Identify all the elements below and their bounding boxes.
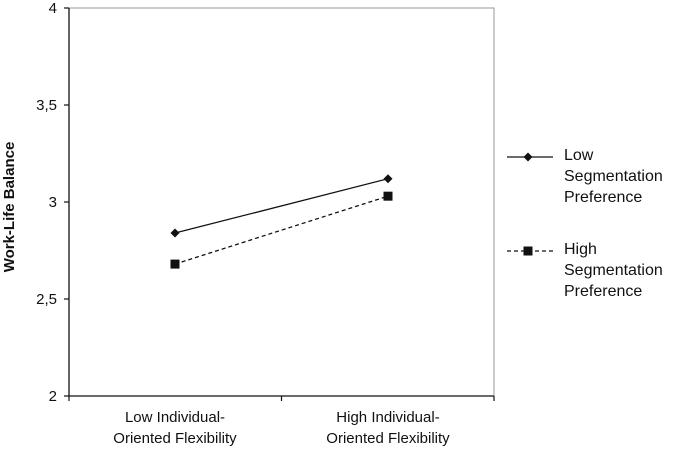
y-tick-label: 3 xyxy=(49,194,57,211)
series-2 xyxy=(170,191,393,269)
data-point-marker xyxy=(170,228,180,238)
legend-entry-1: Low Segmentation Preference xyxy=(507,147,663,206)
legend-label-line: Segmentation xyxy=(564,262,663,279)
legend-label: Low Segmentation Preference xyxy=(564,147,663,206)
legend-label-line: High xyxy=(564,241,597,258)
y-axis-ticks: 2 2,5 3 3,5 4 xyxy=(36,0,69,405)
x-axis-ticks: Low Individual-Oriented FlexibilityHigh … xyxy=(68,396,495,447)
x-category-label-line: Low Individual- xyxy=(125,409,225,426)
y-tick-label: 4 xyxy=(49,0,57,17)
x-category-label: High Individual- Oriented Flexibility xyxy=(326,409,450,447)
y-tick-label: 3,5 xyxy=(36,97,57,114)
legend-marker xyxy=(523,246,533,256)
data-point-marker xyxy=(383,174,393,184)
series-1 xyxy=(170,174,393,238)
x-category-label-line: Oriented Flexibility xyxy=(326,430,450,447)
legend-label-line: Preference xyxy=(564,283,642,300)
plot-area xyxy=(68,7,495,397)
x-category-label-line: High Individual- xyxy=(336,409,439,426)
legend-label-line: Preference xyxy=(564,189,642,206)
legend-marker xyxy=(523,152,533,162)
x-category-label-line: Oriented Flexibility xyxy=(113,430,237,447)
y-tick-label: 2 xyxy=(49,388,57,405)
series-group xyxy=(170,174,393,269)
legend-label-line: Segmentation xyxy=(564,168,663,185)
data-point-marker xyxy=(383,191,393,201)
series-line xyxy=(174,178,389,234)
series-line xyxy=(174,195,389,265)
plot-frame xyxy=(68,7,495,397)
y-tick-label: 2,5 xyxy=(36,291,57,308)
data-point-marker xyxy=(170,259,180,269)
legend-label-line: Low xyxy=(564,147,594,164)
legend-label: High Segmentation Preference xyxy=(564,241,663,300)
legend-entry-2: High Segmentation Preference xyxy=(507,241,663,300)
x-category-label: Low Individual- Oriented Flexibility xyxy=(113,409,237,447)
legend: Low Segmentation Preference High Segmentatio… xyxy=(507,147,663,300)
y-axis-title: Work-Life Balance xyxy=(1,142,18,273)
